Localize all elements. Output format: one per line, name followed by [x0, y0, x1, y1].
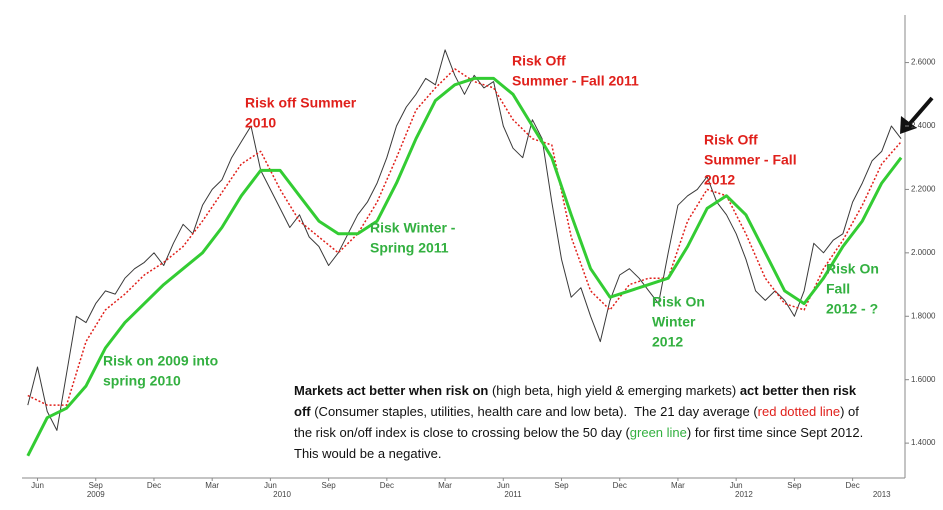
y-tick-label: 2.0000	[911, 248, 936, 257]
note-text: Markets act better when risk on	[294, 383, 489, 398]
y-tick-label: 1.8000	[911, 311, 936, 320]
x-tick-label: Jun	[497, 481, 510, 490]
annotation: Risk On	[652, 294, 705, 310]
annotation: Risk Off	[704, 132, 758, 148]
note-text: (high beta, high yield & emerging market…	[488, 383, 740, 398]
x-tick-label: Jun	[730, 481, 743, 490]
x-tick-label: Mar	[438, 481, 452, 490]
x-tick-label: Mar	[671, 481, 685, 490]
annotation: 2012	[652, 334, 683, 350]
year-label: 2010	[273, 490, 291, 499]
annotation: 2010	[245, 115, 276, 131]
x-tick-label: Sep	[554, 481, 569, 490]
y-tick-label: 2.2000	[911, 185, 936, 194]
year-label: 2012	[735, 490, 753, 499]
x-tick-label: Jun	[31, 481, 44, 490]
year-label: 2013	[873, 490, 891, 499]
note-text: green line	[629, 425, 687, 440]
annotation: Fall	[826, 281, 850, 297]
annotation: spring 2010	[103, 373, 181, 389]
y-tick-label: 2.6000	[911, 58, 936, 67]
x-tick-label: Jun	[264, 481, 277, 490]
x-tick-label: Dec	[845, 481, 859, 490]
arrow	[900, 96, 934, 134]
annotation: Risk Winter -	[370, 220, 456, 236]
x-tick-label: Sep	[787, 481, 802, 490]
annotation: 2012	[704, 172, 735, 188]
annotation: Summer - Fall 2011	[512, 73, 639, 89]
annotation: Risk on 2009 into	[103, 353, 218, 369]
x-tick-label: Dec	[147, 481, 161, 490]
annotation: Summer - Fall	[704, 152, 797, 168]
series-line	[26, 76, 903, 457]
note-text: (Consumer staples, utilities, health car…	[310, 404, 758, 419]
x-tick-label: Dec	[380, 481, 394, 490]
annotation: Risk off Summer	[245, 95, 357, 111]
x-tick-label: Sep	[322, 481, 337, 490]
annotation: Winter	[652, 314, 696, 330]
note: Markets act better when risk on (high be…	[294, 380, 869, 464]
annotation: Risk On	[826, 261, 879, 277]
annotation: Spring 2011	[370, 240, 449, 256]
annotation: Risk Off	[512, 53, 566, 69]
y-tick-label: 1.4000	[911, 438, 936, 447]
x-tick-label: Mar	[205, 481, 219, 490]
x-tick-label: Sep	[89, 481, 104, 490]
year-label: 2009	[87, 490, 105, 499]
series-line	[27, 68, 902, 406]
y-tick-label: 1.6000	[911, 375, 936, 384]
y-tick-label: 2.4000	[911, 121, 936, 130]
year-label: 2011	[504, 490, 522, 499]
note-text: ) for first time since Sept 2012. This w…	[294, 425, 871, 461]
note-text: act better then risk off	[294, 383, 860, 419]
annotation: 2012 - ?	[826, 301, 878, 317]
note-text: ) of the risk on/off index is close to c…	[294, 404, 863, 440]
series-line	[27, 49, 902, 431]
note-text: red dotted line	[757, 404, 841, 419]
x-tick-label: Dec	[613, 481, 627, 490]
